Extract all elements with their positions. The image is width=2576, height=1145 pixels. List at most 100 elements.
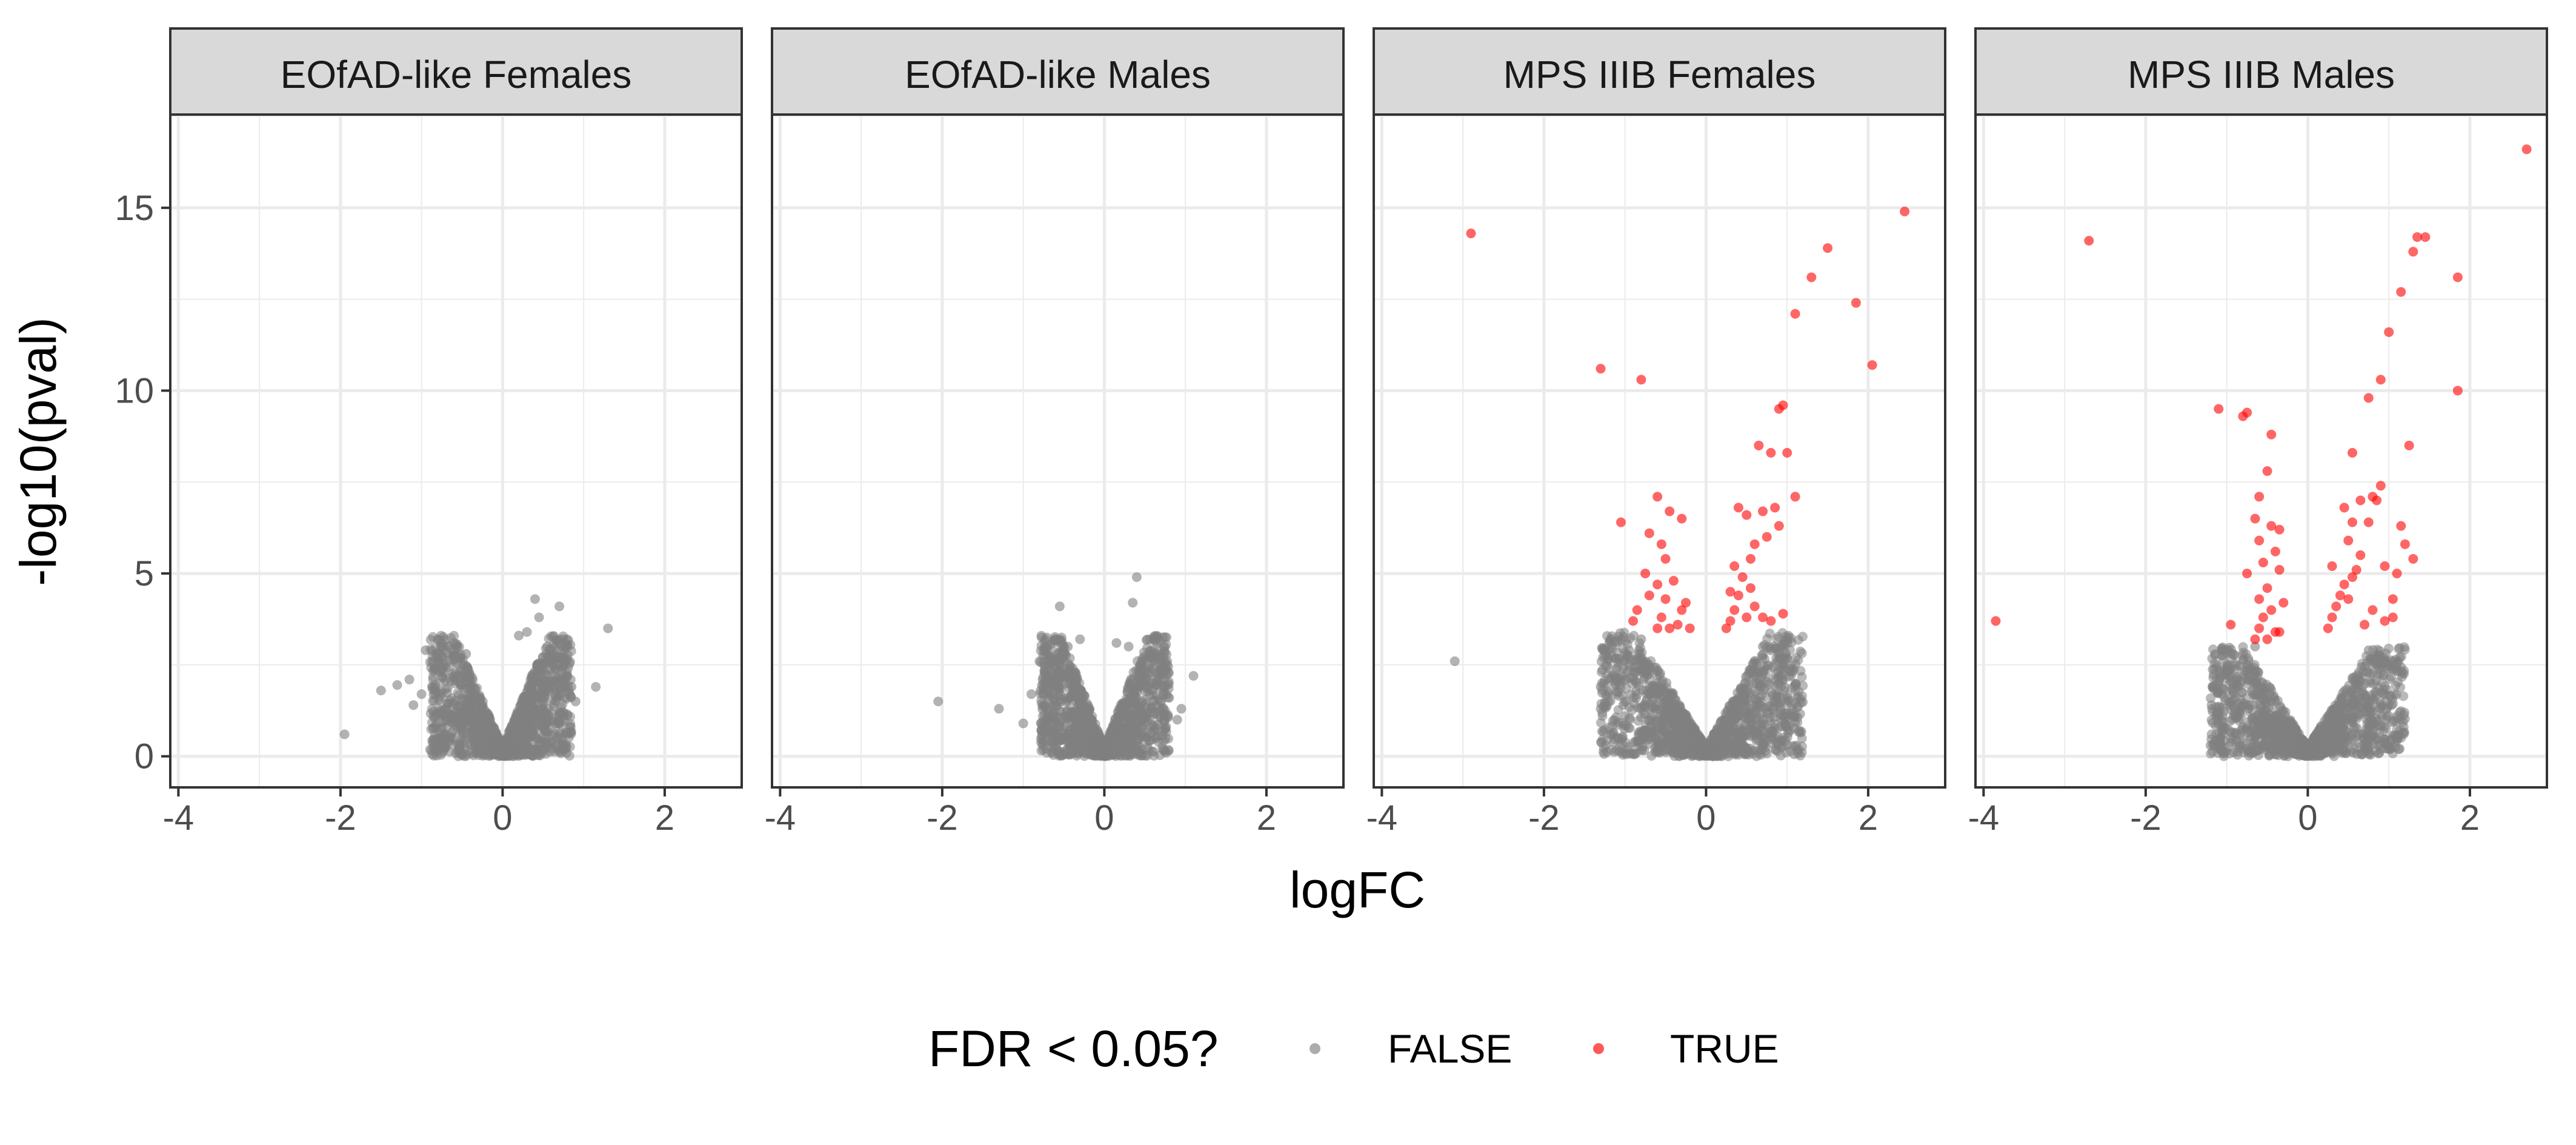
point-false: [522, 627, 532, 637]
point-false: [1765, 629, 1775, 639]
point-false: [1729, 744, 1740, 755]
point-false: [1615, 676, 1625, 686]
point-false: [1652, 666, 1663, 676]
point-false: [1797, 648, 1807, 658]
point-false: [443, 683, 453, 693]
point-true: [1742, 612, 1752, 623]
point-false: [443, 698, 453, 709]
point-true: [1774, 521, 1784, 531]
point-false: [1143, 649, 1154, 659]
point-false: [476, 703, 487, 713]
point-false: [1719, 736, 1729, 746]
point-false: [1044, 659, 1054, 669]
point-false: [1152, 671, 1162, 681]
point-false: [519, 692, 530, 703]
point-false: [376, 686, 386, 696]
x-tick-label: 2: [1257, 798, 1276, 838]
x-tick-label: -2: [1528, 798, 1560, 838]
point-false: [548, 677, 559, 687]
point-false: [453, 688, 463, 698]
point-false: [1781, 721, 1791, 732]
x-tick-label: -4: [163, 798, 195, 838]
point-false: [1758, 641, 1768, 652]
x-tick-label: -2: [927, 798, 958, 838]
point-false: [1156, 682, 1167, 692]
point-false: [1647, 713, 1657, 724]
point-false: [1054, 601, 1065, 612]
point-false: [1145, 735, 1155, 746]
point-false: [1628, 679, 1638, 689]
point-false: [1054, 666, 1065, 676]
point-false: [1140, 713, 1150, 724]
point-true: [1745, 553, 1756, 564]
point-false: [1624, 645, 1634, 655]
facet-strip: [169, 27, 743, 116]
point-false: [1599, 726, 1609, 736]
point-true: [1652, 579, 1663, 590]
point-false: [533, 744, 543, 755]
point-false: [530, 666, 540, 676]
point-false: [1763, 660, 1774, 670]
point-false: [558, 659, 568, 670]
point-true: [1660, 594, 1671, 604]
gridlines: [1374, 115, 1945, 787]
point-false: [404, 675, 414, 685]
point-false: [1668, 695, 1679, 706]
facet-title: MPS IIIB Females: [1503, 53, 1816, 96]
point-false: [1148, 696, 1159, 706]
point-false: [1156, 696, 1166, 706]
point-false: [1763, 673, 1774, 683]
point-false: [1598, 652, 1608, 663]
point-true: [1466, 229, 1476, 239]
point-false: [1176, 704, 1186, 714]
point-false: [450, 673, 460, 684]
point-false: [1709, 729, 1719, 739]
point-false: [1780, 735, 1791, 746]
point-false: [1027, 689, 1037, 699]
point-true: [1729, 605, 1740, 615]
point-true: [1749, 539, 1760, 549]
point-false: [431, 747, 441, 757]
point-true: [1754, 440, 1764, 450]
point-false: [570, 696, 581, 707]
facet-panel: MPS IIIB Males-4 -2 0 2: [1968, 27, 2548, 838]
point-false: [1077, 735, 1087, 746]
point-false: [431, 719, 441, 730]
point-false: [1797, 632, 1808, 642]
point-true: [1644, 528, 1654, 538]
point-false: [534, 612, 544, 623]
point-false: [1036, 630, 1047, 641]
point-true: [1652, 623, 1663, 633]
point-false: [1142, 634, 1153, 644]
point-false: [1152, 638, 1162, 649]
point-false: [1597, 643, 1607, 653]
gridlines: [170, 115, 742, 787]
point-false: [1746, 715, 1756, 726]
point-false: [525, 713, 535, 723]
point-true: [1616, 517, 1626, 527]
point-false: [476, 736, 487, 746]
non-significant-cloud: [425, 630, 576, 761]
point-false: [537, 686, 547, 696]
point-false: [1780, 648, 1791, 658]
point-false: [449, 638, 459, 648]
point-false: [1056, 750, 1066, 760]
point-true: [1677, 513, 1687, 524]
facet-panel: MPS IIIB Females-4 -2 0 2: [1366, 27, 1946, 838]
point-false: [1449, 656, 1460, 666]
point-false: [1639, 674, 1649, 684]
panel-border: [771, 113, 1345, 789]
point-false: [1687, 728, 1697, 738]
point-false: [1743, 694, 1753, 704]
point-false: [550, 663, 561, 673]
point-false: [1796, 726, 1806, 736]
point-false: [1100, 748, 1110, 758]
point-false: [1748, 666, 1758, 676]
point-false: [1145, 704, 1156, 714]
point-true: [1656, 612, 1666, 623]
point-true: [1758, 612, 1768, 623]
point-false: [546, 707, 556, 718]
point-false: [488, 723, 499, 733]
point-false: [1152, 710, 1162, 720]
point-false: [1797, 741, 1807, 752]
